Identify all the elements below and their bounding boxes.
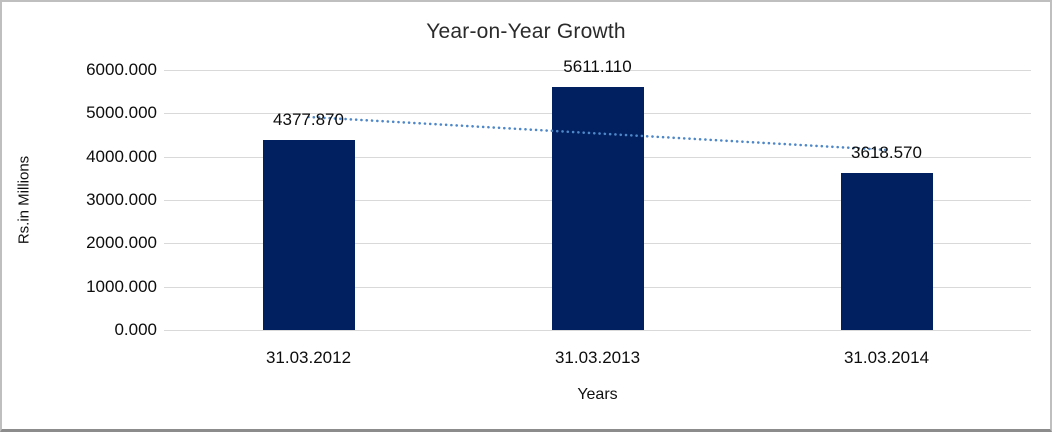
x-axis-title: Years	[577, 386, 618, 403]
x-tick-label: 31.03.2014	[843, 348, 930, 367]
plot-area: 4377.870 5611.110 3618.570	[164, 57, 1031, 331]
bar-31.03.2013	[551, 86, 644, 330]
y-tick-label: 2000.000	[86, 233, 157, 253]
chart-title: Year-on-Year Growth	[426, 20, 626, 43]
y-tick-label: 1000.000	[86, 276, 157, 296]
bar-31.03.2014	[840, 173, 933, 330]
value-label: 5611.110	[563, 56, 632, 76]
y-tick-label: 4000.000	[86, 146, 157, 166]
y-tick-label: 6000.000	[86, 60, 157, 79]
y-axis-title: Rs.in Millions	[15, 155, 33, 245]
value-label: 4377.870	[273, 110, 344, 130]
y-axis-tick-labels: 0.000 1000.000 2000.000 3000.000 4000.000 500…	[37, 2, 157, 429]
y-tick-label: 0.000	[114, 320, 157, 339]
trendline	[307, 115, 888, 152]
y-tick-label: 5000.000	[86, 103, 157, 123]
x-tick-label: 31.03.2013	[554, 348, 641, 367]
gridline	[164, 330, 1031, 331]
y-tick-label: 3000.000	[86, 190, 157, 209]
value-label: 3618.570	[851, 143, 922, 163]
bar-31.03.2012	[262, 140, 355, 330]
gridline	[164, 70, 1031, 71]
x-tick-label: 31.03.2012	[265, 348, 352, 367]
